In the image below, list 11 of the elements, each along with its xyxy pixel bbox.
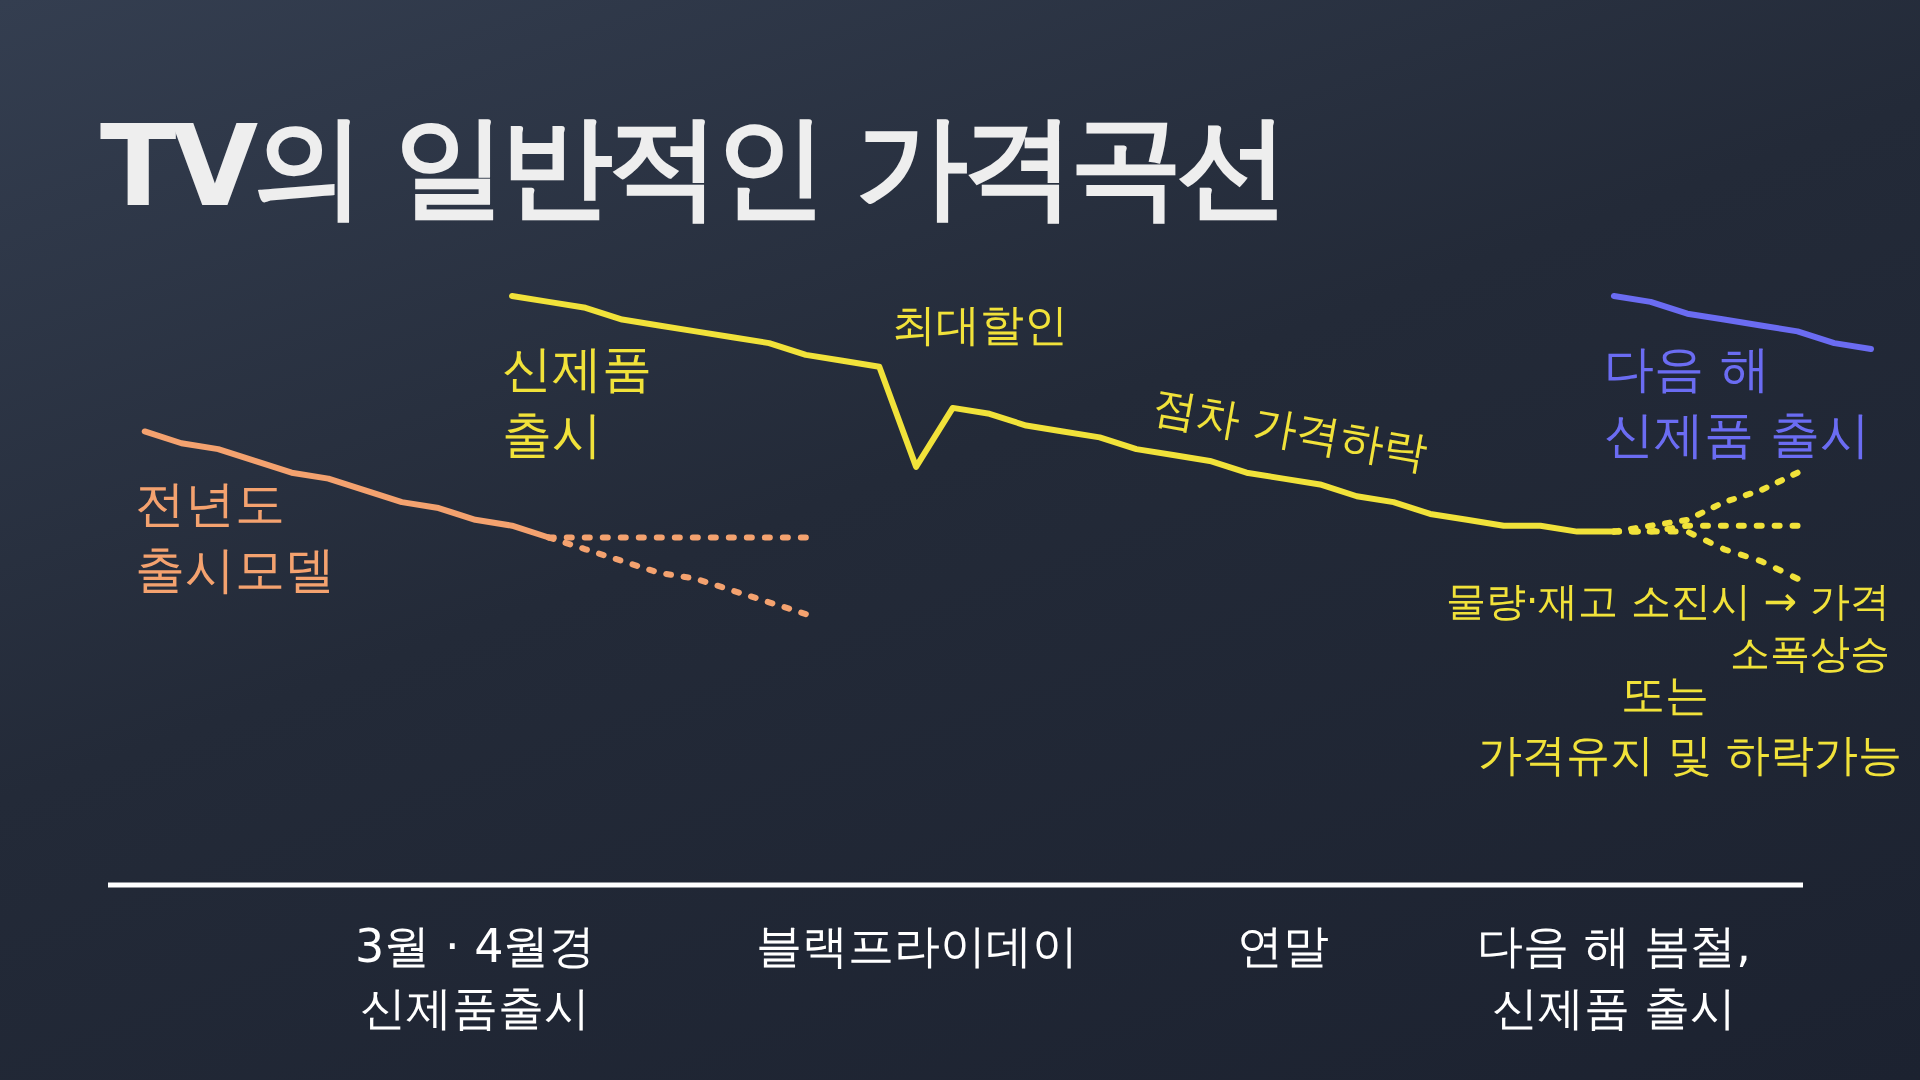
annotation: 최대할인 [892,297,1068,352]
x-tick-label: 블랙프라이데이 [756,918,1079,975]
x-tick-label: 3월 · 4월경 신제품출시 [354,918,597,1037]
series-label: 다음 해 신제품 출시 [1603,339,1870,466]
series-label: 전년도 출시모델 [134,474,335,602]
chart-title: TV의 일반적인 가격곡선 [100,100,1285,233]
series-label: 신제품 출시 [502,339,653,466]
x-tick-label: 다음 해 봄철, 신제품 출시 [1475,918,1752,1037]
x-tick-label: 연말 [1236,918,1331,975]
annotation: 가격유지 및 하락가능 [1478,727,1902,782]
annotation: 점차 가격하락 [1147,378,1433,481]
